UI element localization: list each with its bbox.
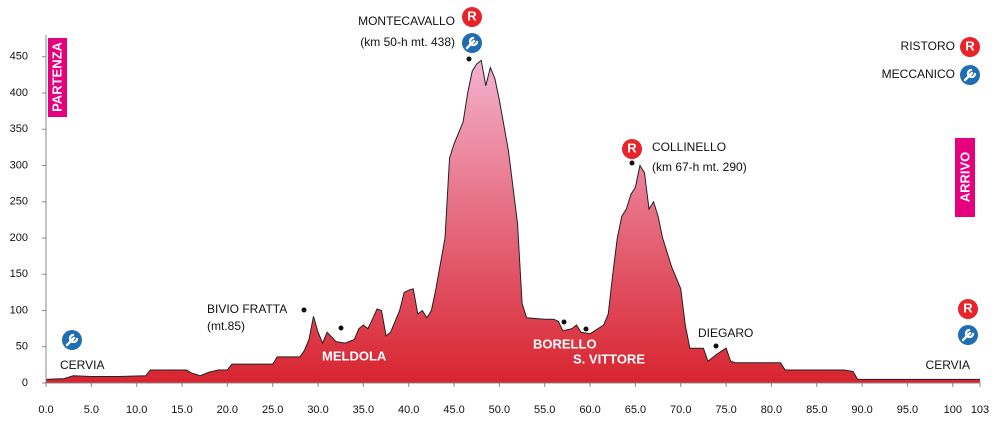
y-tick-label: 450	[10, 51, 28, 63]
y-tick-label: 100	[10, 304, 28, 316]
annotation: CERVIA	[926, 358, 970, 372]
annotation: MELDOLA	[322, 348, 387, 363]
x-tick-label: 50.0	[489, 404, 510, 416]
annotation: BORELLO	[533, 336, 597, 351]
annotation: (km 50-h mt. 438)	[360, 35, 455, 49]
x-tick-label: 65.0	[625, 404, 646, 416]
annotation: CERVIA	[60, 358, 104, 372]
annotation: BIVIO FRATTA	[207, 302, 287, 316]
x-tick-label: 15.0	[171, 404, 192, 416]
marker-dot	[301, 307, 307, 313]
profile-line	[45, 59, 980, 380]
annotation: COLLINELLO	[652, 140, 726, 154]
y-tick-label: 250	[10, 196, 28, 208]
ristoro-icon: R	[622, 139, 642, 159]
x-tick-label: 70.0	[670, 404, 691, 416]
marker-dot	[338, 325, 344, 331]
x-tick-label: 80.0	[761, 404, 782, 416]
x-tick-label: 103	[971, 404, 989, 416]
marker-dot	[629, 160, 635, 166]
meccanico-icon	[60, 328, 84, 352]
meccanico-icon	[460, 31, 484, 55]
x-tick-label: 75.0	[715, 404, 736, 416]
finish-box	[955, 138, 975, 217]
annotation: DIEGARO	[698, 326, 753, 340]
x-tick-label: 95.0	[897, 404, 918, 416]
legend: RISTORO R MECCANICO	[882, 37, 982, 87]
x-tick-label: 30.0	[307, 404, 328, 416]
x-tick-label: 35.0	[353, 404, 374, 416]
x-tick-label: 55.0	[534, 404, 555, 416]
x-tick-label: 45.0	[443, 404, 464, 416]
start-box	[48, 38, 67, 117]
annotation: (mt.85)	[207, 319, 245, 333]
legend-symbol-text: R	[965, 38, 975, 53]
x-tick-label: 100	[944, 404, 962, 416]
x-tick-label: 10.0	[126, 404, 147, 416]
annotation: S. VITTORE	[573, 351, 645, 366]
meccanico-icon	[956, 323, 980, 347]
y-tick-label: 350	[10, 123, 28, 135]
x-tick-label: 90.0	[851, 404, 872, 416]
start-label: PARTENZA	[49, 41, 64, 111]
x-tick-label: 25.0	[262, 404, 283, 416]
x-tick-label: 40.0	[398, 404, 419, 416]
marker-dot	[561, 319, 567, 325]
finish-label: ARRIVO	[957, 152, 972, 203]
y-tick-label: 200	[10, 232, 28, 244]
legend-symbol	[960, 37, 980, 57]
ristoro-icon: R	[462, 7, 482, 27]
annotation: (km 67-h mt. 290)	[652, 160, 747, 174]
y-tick-label: 400	[10, 87, 28, 99]
marker-dot	[466, 56, 472, 62]
icon-text: R	[963, 300, 973, 315]
x-tick-label: 60.0	[579, 404, 600, 416]
y-tick-label: 150	[10, 268, 28, 280]
plot-area: 0 50 100 150 200 250 300 350 400 450 0.0 5.0 10.0 15.…	[10, 35, 989, 416]
x-tick-label: 5.0	[84, 404, 99, 416]
x-tick-label: 85.0	[806, 404, 827, 416]
y-tick-label: 50	[16, 341, 28, 353]
y-tick-label: 0	[22, 377, 28, 389]
icon-text: R	[467, 8, 477, 23]
legend-label: MECCANICO	[882, 67, 955, 81]
marker-dot	[713, 343, 719, 349]
x-tick-label: 0.0	[38, 404, 53, 416]
markers	[301, 56, 719, 349]
y-tick-label: 300	[10, 159, 28, 171]
x-tick-label: 20.0	[217, 404, 238, 416]
legend-label: RISTORO	[901, 39, 955, 53]
icon-text: R	[627, 140, 637, 155]
ristoro-icon: R	[958, 299, 978, 319]
annotation: MONTECAVALLO	[358, 14, 455, 28]
marker-dot	[583, 326, 589, 332]
legend-symbol	[958, 63, 982, 87]
profile-area	[46, 60, 980, 383]
